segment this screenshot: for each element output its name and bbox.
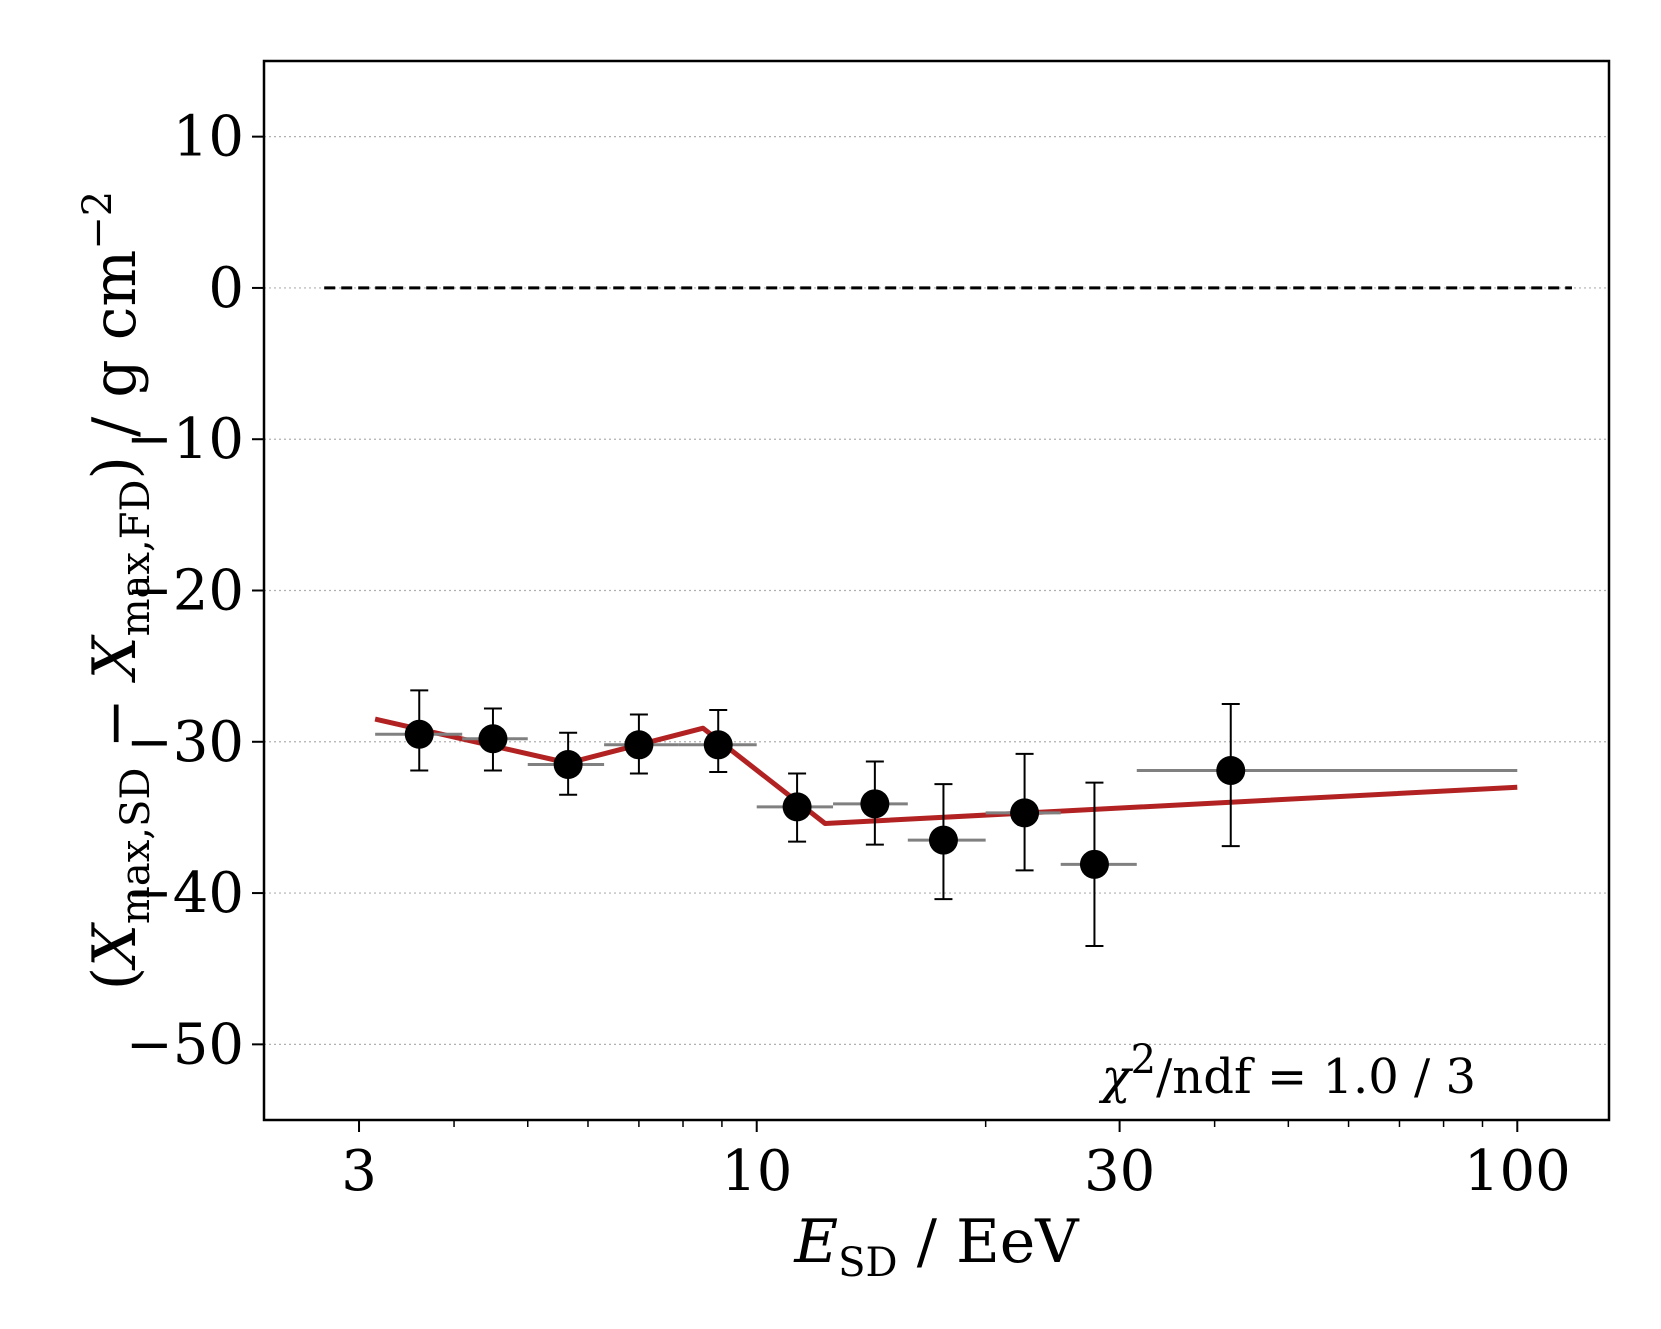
data-point-group — [462, 707, 528, 772]
data-points-group — [375, 689, 1518, 948]
data-point — [478, 724, 508, 754]
data-point-group — [756, 772, 834, 843]
y-axis-label: (Xmax,SD − Xmax,FD) / g cm−2 — [75, 191, 159, 990]
axis-ticks — [252, 135, 1519, 1132]
data-point — [928, 825, 958, 855]
data-point — [860, 789, 890, 819]
data-point — [1010, 798, 1040, 828]
data-point-group — [604, 713, 679, 775]
data-point — [782, 792, 812, 822]
x-tick-label: 100 — [1464, 1139, 1571, 1204]
y-tick-label: −30 — [126, 710, 244, 775]
data-point-group — [375, 689, 463, 772]
y-tick-label: 0 — [208, 256, 244, 321]
data-point-group — [678, 709, 757, 774]
data-point — [1079, 849, 1109, 879]
data-point — [553, 749, 583, 779]
data-point — [1216, 756, 1246, 786]
data-point-group — [833, 760, 908, 846]
y-tick-label: −20 — [126, 559, 244, 624]
y-tick-label: −50 — [126, 1012, 244, 1077]
x-axis-label: ESD / EeV — [793, 1207, 1080, 1286]
data-point-group — [1136, 702, 1518, 848]
chi2-annotation: χ2/ndf = 1.0 / 3 — [1099, 1037, 1476, 1105]
x-tick-label: 3 — [341, 1139, 377, 1204]
data-point — [703, 730, 733, 760]
y-tick-label: −10 — [126, 407, 244, 472]
data-point-group — [527, 731, 605, 796]
tick-labels: 100−10−20−30−40−503 10 30 100 — [126, 105, 1571, 1204]
y-tick-label: −40 — [126, 861, 244, 926]
data-point — [624, 730, 654, 760]
grid-lines — [264, 136, 1609, 1045]
x-tick-label: 30 — [1084, 1139, 1155, 1204]
data-point — [404, 719, 434, 749]
data-point-group — [1060, 781, 1137, 948]
data-point-group — [907, 783, 986, 901]
y-tick-label: 10 — [173, 105, 244, 170]
data-point-group — [985, 752, 1061, 872]
x-tick-label: 10 — [721, 1139, 792, 1204]
